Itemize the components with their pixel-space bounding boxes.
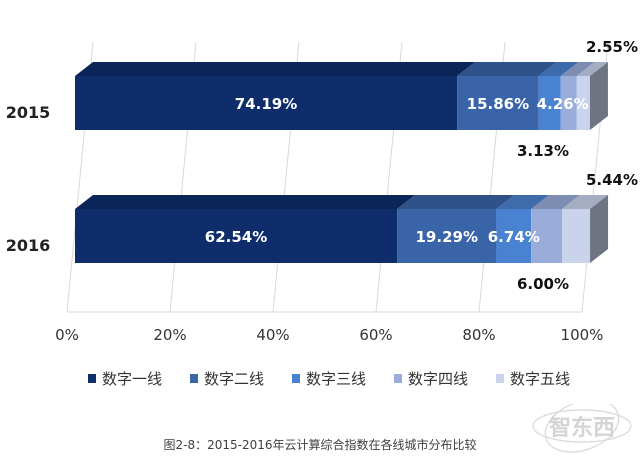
legend-swatch xyxy=(190,374,198,383)
legend-label: 数字二线 xyxy=(204,370,264,388)
data-label: 4.26% xyxy=(537,95,589,113)
legend: 数字一线 数字二线 数字三线 数字四线 数字五线 xyxy=(88,370,570,388)
legend-swatch xyxy=(88,374,96,383)
bar-top-face xyxy=(496,195,550,209)
watermark-logo: 智东西 xyxy=(532,404,632,453)
category-label: 2015 xyxy=(6,103,51,122)
watermark-text: 智东西 xyxy=(549,415,615,441)
data-label: 15.86% xyxy=(467,95,529,113)
data-label: 62.54% xyxy=(205,228,267,246)
x-tick-label: 40% xyxy=(256,326,289,344)
bar-top-face xyxy=(562,195,609,209)
bar-end-face xyxy=(590,195,609,263)
x-tick-label: 20% xyxy=(153,326,186,344)
bar-segment xyxy=(496,209,532,263)
data-label: 5.44% xyxy=(586,171,638,189)
category-label: 2016 xyxy=(6,236,51,255)
bar-top-face xyxy=(75,62,476,76)
bar-segment xyxy=(75,76,458,130)
data-label: 6.74% xyxy=(488,228,540,246)
bar-top-face xyxy=(576,62,608,76)
data-label: 19.29% xyxy=(416,228,478,246)
x-tick-label: 60% xyxy=(359,326,392,344)
bar-segment xyxy=(397,209,497,263)
x-tick-label: 0% xyxy=(55,326,79,344)
x-tick-label: 80% xyxy=(462,326,495,344)
legend-label: 数字四线 xyxy=(408,370,468,388)
gridlines xyxy=(66,41,609,313)
bar-segment xyxy=(538,76,561,130)
data-label: 2.55% xyxy=(586,38,638,56)
bar-segment xyxy=(75,209,398,263)
category-labels: 2015 2016 xyxy=(6,103,51,255)
x-axis-ticks: 0% 20% 40% 60% 80% 100% xyxy=(55,326,603,344)
bar-top-face xyxy=(560,62,595,76)
bar-top-face xyxy=(538,62,579,76)
bar-segment xyxy=(560,76,577,130)
x-tick-label: 100% xyxy=(561,326,604,344)
data-label: 74.19% xyxy=(235,95,297,113)
bar-segment xyxy=(457,76,539,130)
legend-label: 数字五线 xyxy=(510,370,570,388)
legend-swatch xyxy=(496,374,504,383)
bar-top-face xyxy=(457,62,557,76)
legend-label: 数字三线 xyxy=(306,370,366,388)
bar-segment xyxy=(576,76,590,130)
data-label: 6.00% xyxy=(517,275,569,293)
bar-top-face xyxy=(75,195,416,209)
legend-label: 数字一线 xyxy=(102,370,162,388)
figure-caption: 图2-8：2015-2016年云计算综合指数在各线城市分布比较 xyxy=(163,438,477,452)
bar-end-face xyxy=(589,62,608,130)
data-label: 3.13% xyxy=(517,142,569,160)
legend-swatch xyxy=(292,374,300,383)
bar-segment xyxy=(562,209,591,263)
bar-top-face xyxy=(531,195,581,209)
legend-swatch xyxy=(394,374,402,383)
bar-top-face xyxy=(397,195,515,209)
bar-segment xyxy=(531,209,563,263)
bars: 74.19% 15.86% 4.26% 3.13% 2.55% 62.54% 19.29% 6… xyxy=(75,38,638,293)
